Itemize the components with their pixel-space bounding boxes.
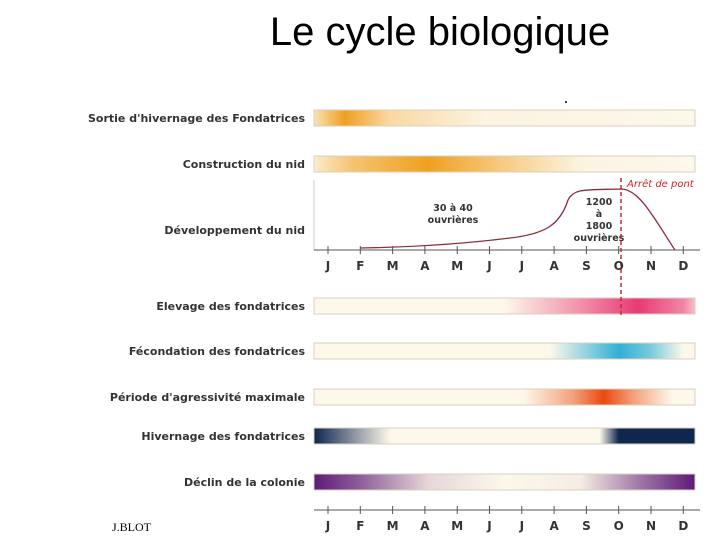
month-label-top: A	[549, 259, 559, 273]
row-label-agressivite: Période d'agressivité maximale	[110, 391, 305, 404]
month-label-bottom: A	[420, 519, 430, 533]
month-label-top: N	[646, 259, 656, 273]
month-label-top: D	[678, 259, 688, 273]
bar-construction	[313, 155, 696, 173]
bar-sortie	[313, 109, 696, 127]
month-label-bottom: M	[387, 519, 399, 533]
month-label-top: J	[486, 259, 491, 273]
month-label-bottom: M	[451, 519, 463, 533]
annotation-right-line: à	[596, 209, 602, 220]
annotation-right-line: 1200	[586, 197, 613, 208]
bar-fecondation	[313, 342, 696, 360]
month-label-top: S	[582, 259, 591, 273]
author-credit: J.BLOT	[112, 520, 151, 534]
month-label-bottom: J	[486, 519, 491, 533]
row-label-hivernage: Hivernage des fondatrices	[141, 430, 305, 443]
month-label-bottom: D	[678, 519, 688, 533]
row-label-elevage: Elevage des fondatrices	[156, 300, 305, 313]
bar-declin	[313, 473, 696, 491]
stray-dot	[565, 101, 567, 103]
month-label-top: A	[420, 259, 430, 273]
annotation-left-line: ouvrières	[428, 215, 479, 226]
row-label-sortie: Sortie d'hivernage des Fondatrices	[88, 112, 305, 125]
month-label-top: F	[356, 259, 364, 273]
row-label-development: Développement du nid	[164, 224, 305, 237]
month-label-bottom: N	[646, 519, 656, 533]
annotation-right-line: 1800	[586, 221, 613, 232]
row-label-construction: Construction du nid	[183, 158, 305, 171]
month-label-top: J	[325, 259, 330, 273]
month-label-top: O	[614, 259, 624, 273]
bar-hivernage	[313, 427, 696, 445]
month-label-bottom: A	[549, 519, 559, 533]
month-label-bottom: S	[582, 519, 591, 533]
annotation-right-line: ouvrières	[574, 233, 625, 244]
row-label-fecondation: Fécondation des fondatrices	[129, 345, 306, 358]
month-label-top: J	[519, 259, 524, 273]
month-label-bottom: O	[614, 519, 624, 533]
month-label-bottom: F	[356, 519, 364, 533]
bar-agressivite	[313, 388, 696, 406]
month-label-bottom: J	[519, 519, 524, 533]
development-curve	[359, 188, 676, 251]
bar-elevage	[313, 297, 696, 315]
egg-laying-stop-label: Arrêt de pont	[626, 178, 695, 190]
month-label-bottom: J	[325, 519, 330, 533]
month-label-top: M	[387, 259, 399, 273]
annotation-left-line: 30 à 40	[433, 203, 473, 214]
month-label-top: M	[451, 259, 463, 273]
slide-title: Le cycle biologique	[269, 10, 611, 54]
row-label-declin: Déclin de la colonie	[184, 476, 305, 489]
